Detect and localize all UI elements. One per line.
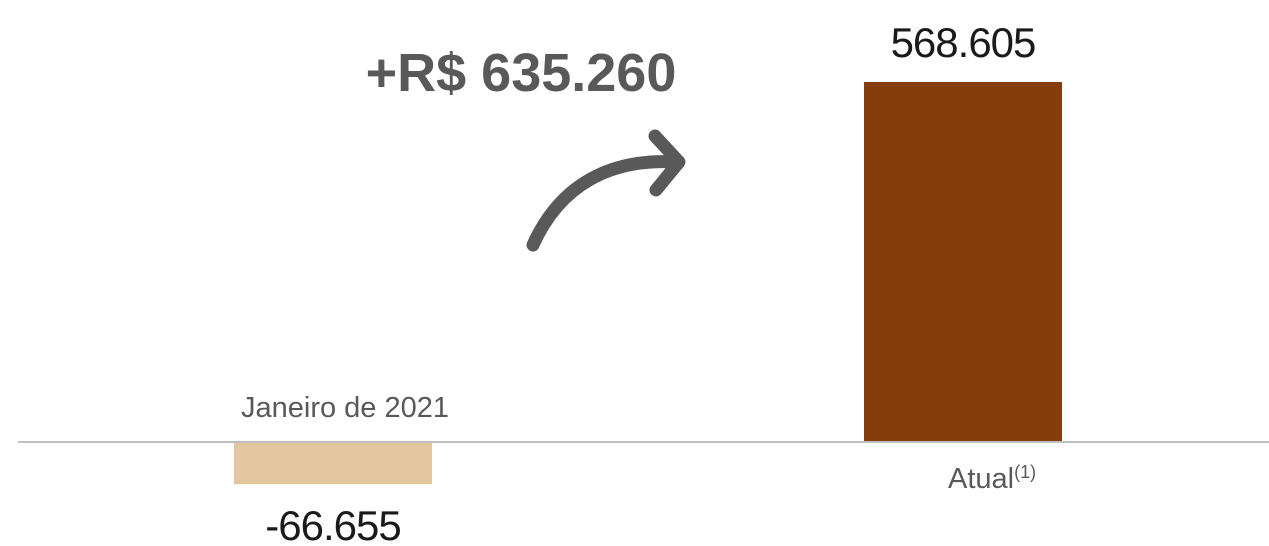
footnote-superscript: (1) (1014, 462, 1036, 482)
curved-up-right-arrow-icon (526, 129, 686, 252)
category-label-atual: Atual(1) (948, 462, 1036, 495)
data-label-janeiro-2021: -66.655 (265, 502, 400, 546)
data-label-atual: 568.605 (891, 19, 1036, 66)
bar-janeiro-2021 (234, 442, 432, 485)
bar-atual (864, 82, 1062, 442)
bars-layer (234, 82, 1062, 485)
category-label-atual-text: Atual (948, 463, 1014, 495)
category-label-janeiro-2021: Janeiro de 2021 (241, 392, 449, 424)
difference-annotation: +R$ 635.260 (366, 43, 677, 103)
